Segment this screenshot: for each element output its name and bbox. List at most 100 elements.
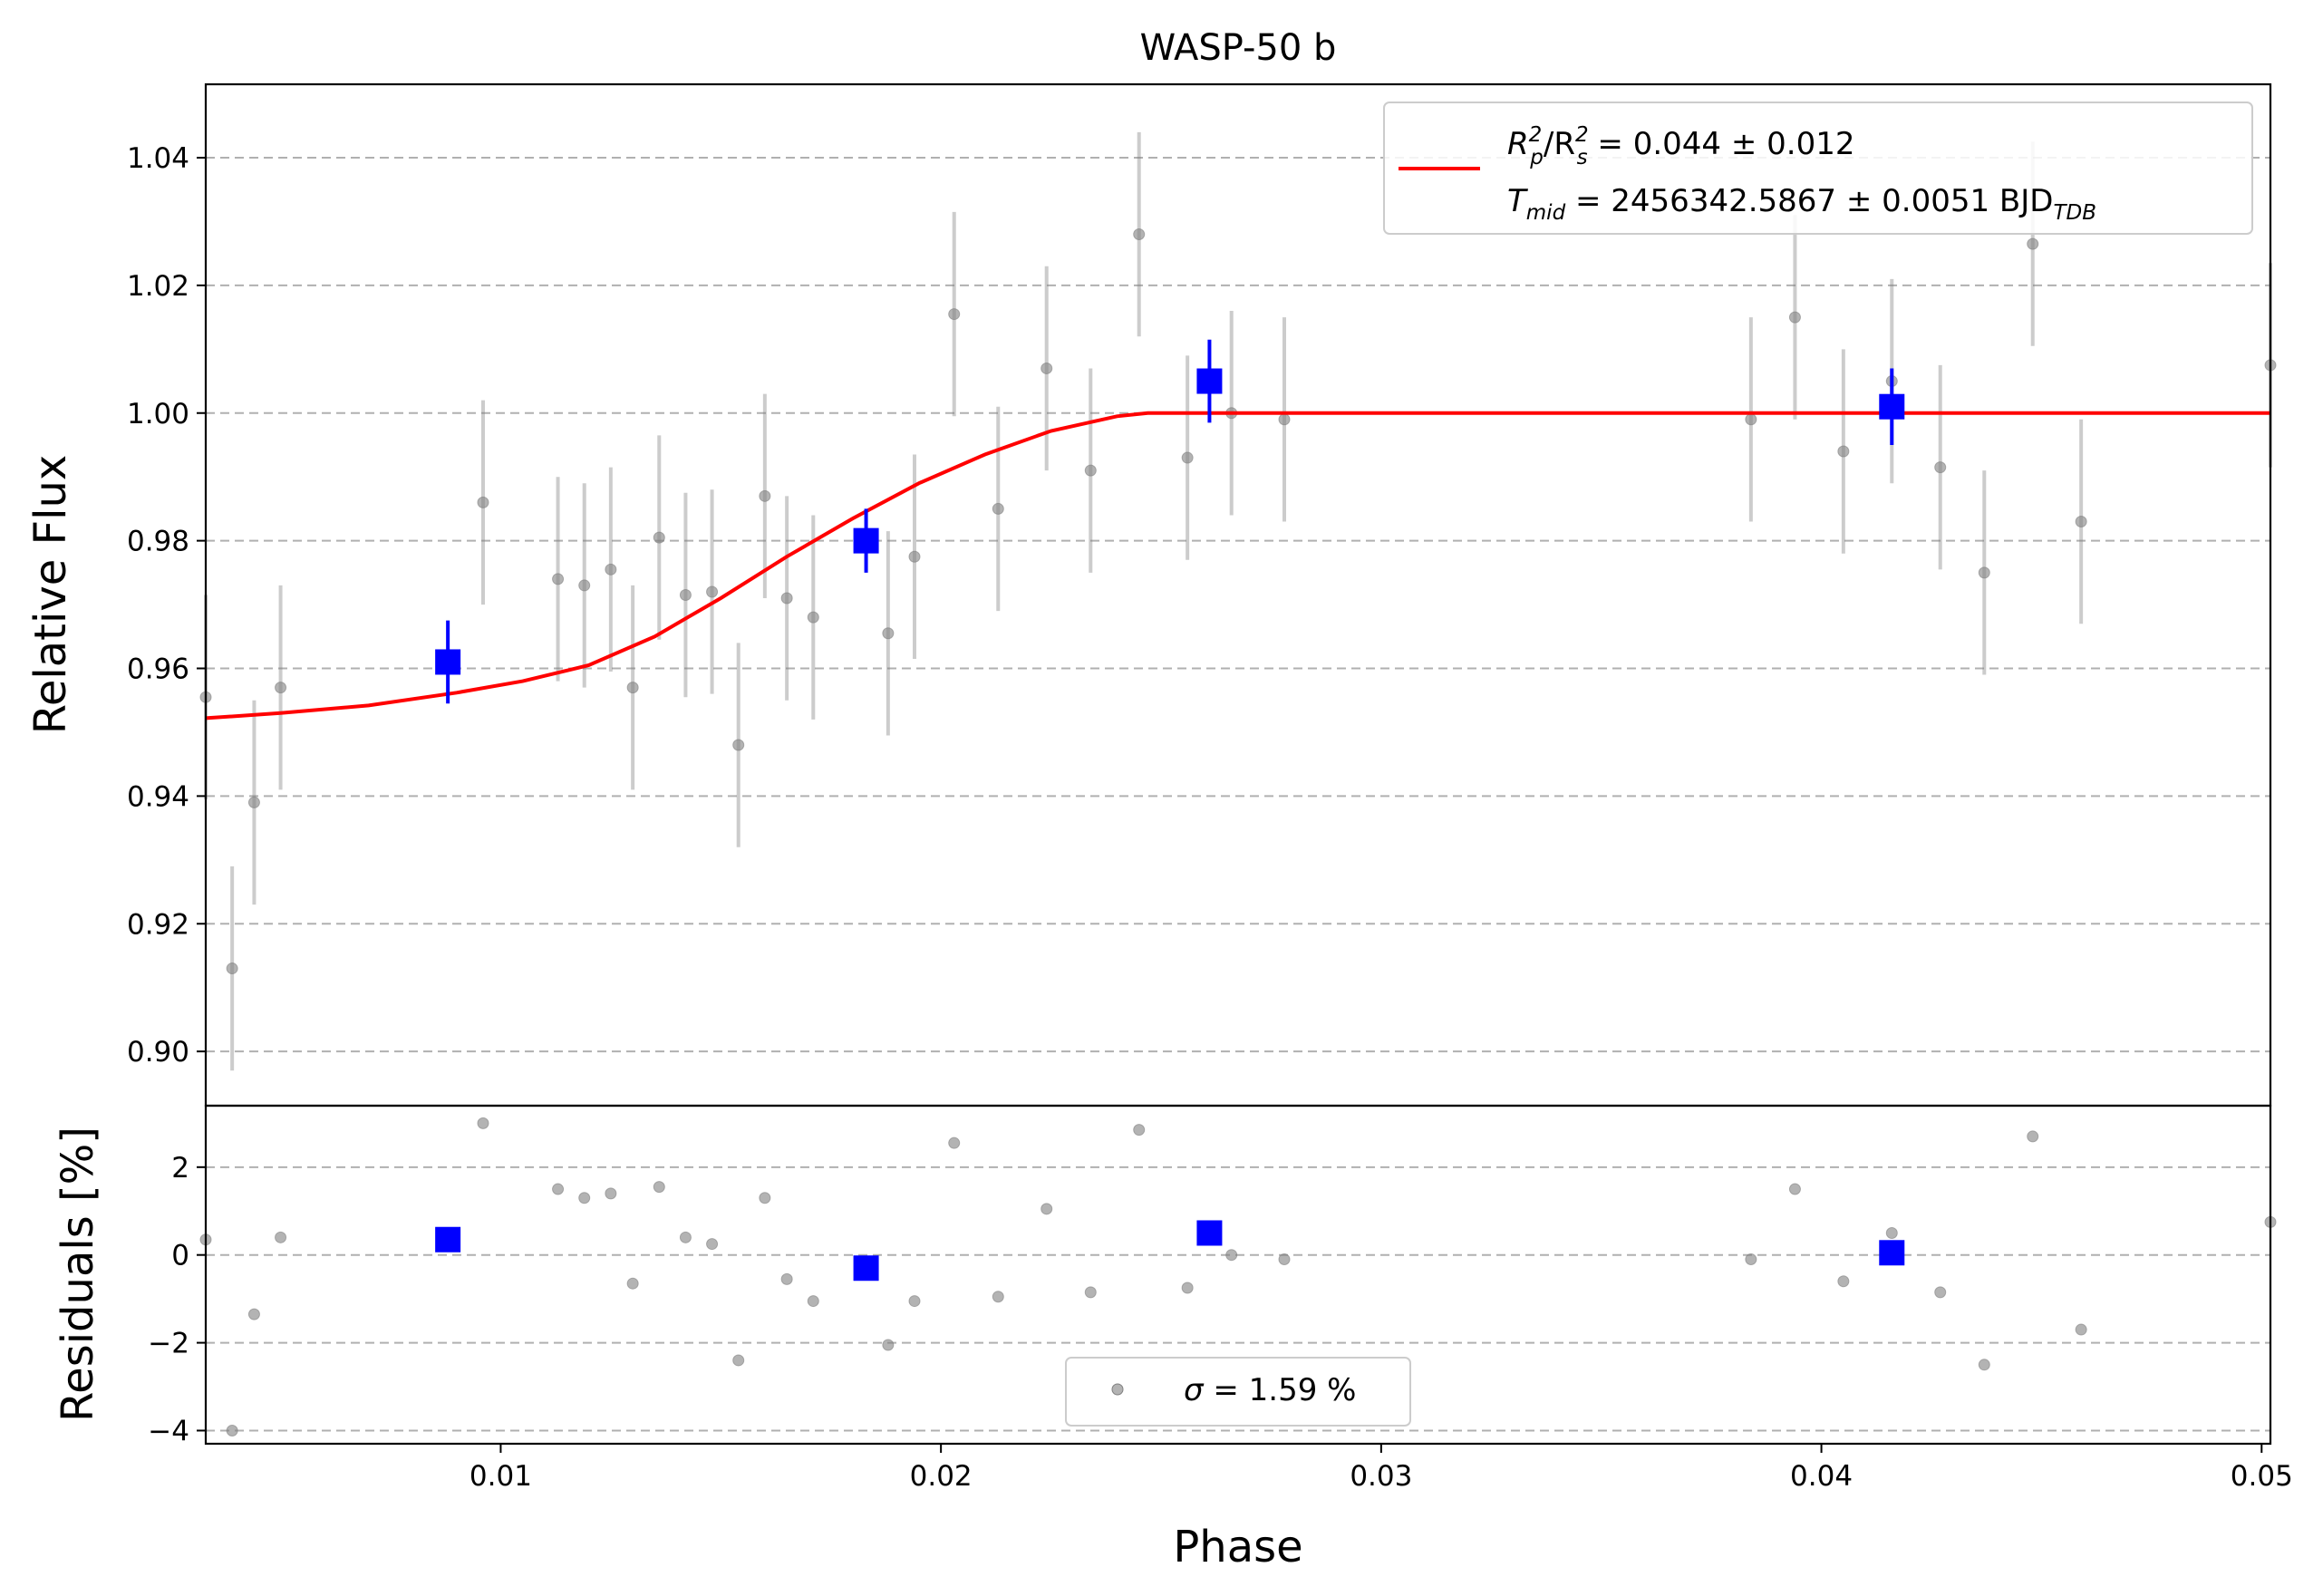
residual-point bbox=[759, 1192, 771, 1204]
raw-point bbox=[1041, 362, 1053, 374]
bottom-x-ticks: 0.01 0.02 0.03 0.04 0.05 bbox=[469, 1444, 2293, 1493]
residual-point bbox=[882, 1339, 895, 1351]
raw-point bbox=[948, 308, 961, 321]
raw-point bbox=[653, 531, 665, 544]
residual-point bbox=[605, 1187, 617, 1200]
raw-point bbox=[1934, 461, 1947, 474]
residual-point bbox=[1885, 1226, 1898, 1239]
residual-point bbox=[2027, 1130, 2039, 1143]
raw-point bbox=[780, 592, 793, 605]
raw-point bbox=[1788, 311, 1801, 324]
top-ytick-label: 1.02 bbox=[127, 270, 189, 303]
binned-residual-point bbox=[1879, 1240, 1905, 1266]
raw-point bbox=[1278, 413, 1291, 426]
residual-point bbox=[679, 1231, 692, 1243]
top-legend-box bbox=[1383, 102, 2253, 235]
residual-point bbox=[552, 1183, 565, 1195]
top-ylabel: Relative Flux bbox=[25, 455, 76, 735]
residual-point bbox=[1181, 1282, 1194, 1294]
legend-rp-rs-line: R2 p/R2 s = 0.044 ± 0.012 bbox=[1507, 123, 1854, 169]
bottom-ylabel: Residuals [%] bbox=[53, 1127, 103, 1422]
bottom-legend: σ = 1.59 % bbox=[1065, 1357, 1411, 1427]
top-y-ticks: 0.90 0.92 0.94 0.96 0.98 1.00 1.02 1.04 bbox=[127, 142, 206, 1069]
residual-point bbox=[908, 1295, 921, 1308]
x-axis-label: Phase bbox=[1173, 1522, 1302, 1572]
legend-sigma-text: σ = 1.59 % bbox=[1184, 1372, 1356, 1408]
raw-point bbox=[1745, 413, 1757, 426]
residual-point bbox=[477, 1117, 489, 1129]
binned-residual-point bbox=[1196, 1220, 1223, 1246]
legend-residual-marker bbox=[1111, 1383, 1124, 1396]
residual-point bbox=[1041, 1203, 1053, 1215]
top-axes-frame bbox=[204, 82, 2272, 1108]
bottom-ytick-label: −2 bbox=[148, 1328, 189, 1360]
residual-point bbox=[275, 1231, 287, 1243]
residual-point bbox=[1788, 1183, 1801, 1195]
model-line bbox=[205, 411, 2270, 721]
residual-point bbox=[1978, 1359, 1990, 1371]
bottom-y-ticks: −4 −2 0 2 bbox=[148, 1152, 206, 1447]
top-ytick-label: 0.96 bbox=[127, 653, 189, 686]
residual-point bbox=[578, 1192, 591, 1204]
raw-point bbox=[1978, 566, 1990, 579]
binned-point bbox=[1196, 368, 1223, 394]
raw-point bbox=[247, 796, 260, 808]
top-ytick-label: 0.94 bbox=[127, 780, 189, 813]
residual-point bbox=[706, 1238, 719, 1251]
legend-tmid-line: Tmid = 2456342.5867 ± 0.0051 BJDTDB bbox=[1507, 183, 2096, 225]
raw-point bbox=[1133, 228, 1146, 241]
residual-point bbox=[1133, 1124, 1146, 1137]
raw-point bbox=[226, 962, 238, 975]
residual-point bbox=[992, 1291, 1004, 1303]
raw-point bbox=[477, 496, 489, 508]
top-ytick-label: 0.92 bbox=[127, 908, 189, 941]
residual-point bbox=[1745, 1253, 1757, 1266]
bottom-legend-box bbox=[1065, 1357, 1411, 1427]
raw-point bbox=[807, 611, 819, 624]
binned-point bbox=[435, 649, 461, 675]
bottom-binned-points bbox=[435, 1220, 1905, 1282]
xtick-label: 0.04 bbox=[1790, 1460, 1853, 1493]
top-raw-points bbox=[199, 131, 2277, 1071]
raw-point bbox=[759, 489, 771, 502]
top-ytick-label: 0.90 bbox=[127, 1036, 189, 1069]
residual-point bbox=[1934, 1286, 1947, 1299]
raw-point bbox=[2075, 515, 2087, 527]
residual-point bbox=[948, 1137, 961, 1149]
top-ytick-label: 0.98 bbox=[127, 526, 189, 558]
residual-point bbox=[2075, 1323, 2087, 1336]
residual-point bbox=[732, 1354, 745, 1367]
residual-point bbox=[1837, 1275, 1850, 1288]
xtick-label: 0.01 bbox=[469, 1460, 532, 1493]
top-legend: R2 p/R2 s = 0.044 ± 0.012 Tmid = 2456342.5… bbox=[1383, 102, 2253, 235]
raw-point bbox=[605, 563, 617, 576]
top-ytick-label: 1.00 bbox=[127, 398, 189, 430]
residual-point bbox=[1225, 1249, 1238, 1262]
residual-point bbox=[780, 1272, 793, 1285]
raw-point bbox=[578, 579, 591, 592]
raw-point bbox=[1181, 451, 1194, 464]
raw-point bbox=[679, 589, 692, 601]
raw-point bbox=[1837, 445, 1850, 458]
residual-point bbox=[1084, 1286, 1097, 1299]
xtick-label: 0.05 bbox=[2231, 1460, 2293, 1493]
binned-residual-point bbox=[435, 1226, 461, 1253]
raw-point bbox=[275, 682, 287, 694]
residual-point bbox=[247, 1308, 260, 1320]
residual-point bbox=[226, 1424, 238, 1436]
raw-point bbox=[552, 573, 565, 585]
raw-point bbox=[706, 585, 719, 598]
raw-point bbox=[908, 550, 921, 563]
xtick-label: 0.03 bbox=[1350, 1460, 1412, 1493]
xtick-label: 0.02 bbox=[910, 1460, 973, 1493]
residual-point bbox=[626, 1277, 639, 1290]
top-grid bbox=[206, 157, 2270, 1053]
bottom-axes-frame bbox=[204, 1104, 2272, 1446]
binned-point bbox=[853, 527, 879, 554]
bottom-ytick-label: 2 bbox=[171, 1152, 189, 1185]
binned-point bbox=[1879, 393, 1905, 420]
binned-residual-point bbox=[853, 1255, 879, 1282]
raw-point bbox=[992, 502, 1004, 515]
